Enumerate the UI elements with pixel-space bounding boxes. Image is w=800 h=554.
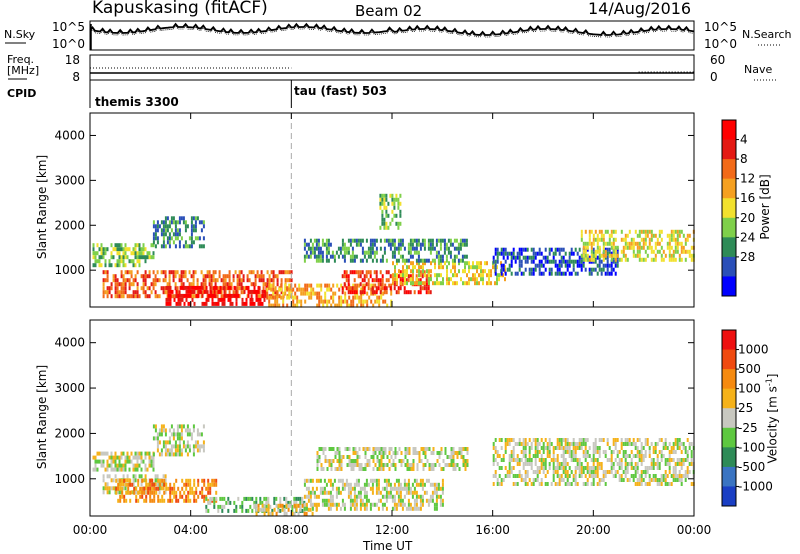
velocity-colorbar-seg-8 (722, 486, 736, 507)
velocity-colorbar-seg-7 (722, 466, 736, 487)
freq-label: Freq. [MHz] (7, 54, 39, 76)
freq-tick-1: 8 (72, 70, 80, 84)
power-colorbar-seg-0 (722, 120, 736, 141)
velocity-colorbar-label-5: -100 (738, 440, 765, 454)
power-colorbar-label-2: 12 (740, 172, 755, 186)
power-colorbar-label-5: 24 (740, 230, 755, 244)
power-colorbar-label-3: 16 (740, 191, 755, 205)
velocity-echo-region-3 (115, 478, 218, 503)
nave-label: Nave (744, 63, 773, 76)
velocity-colorbar-seg-6 (722, 447, 736, 468)
velocity-panel-bg (90, 320, 694, 516)
power-echo-region-10 (379, 193, 402, 230)
power-colorbar-label-0: 4 (740, 133, 748, 147)
noise-sky-trace (89, 22, 695, 36)
power-colorbar-seg-6 (722, 237, 736, 258)
station-title: Kapuskasing (fitACF) (92, 0, 268, 18)
velocity-colorbar-label-7: -1000 (738, 479, 773, 493)
power-colorbar-seg-1 (722, 139, 736, 160)
power-echo-region-0 (92, 243, 155, 268)
power-ytick-label-2: 3000 (54, 173, 85, 187)
velocity-colorbar-label-2: 100 (738, 382, 761, 396)
cpid-label: CPID (7, 87, 37, 100)
freq-label-line1: Freq. (7, 53, 35, 66)
freq-label-line2: [MHz] (7, 64, 40, 77)
xtick-label-2: 08:00 (274, 523, 309, 537)
noise-tick-right-1: 10^0 (704, 37, 737, 51)
velocity-echo-region-1 (152, 424, 205, 457)
noise-tick-left-0: 10^5 (52, 20, 85, 34)
xtick-label-1: 04:00 (173, 523, 208, 537)
xtick-label-3: 12:00 (375, 523, 410, 537)
power-echo-region-3 (165, 285, 268, 306)
nave-tick-0: 60 (710, 53, 725, 67)
cpid-program-1: tau (fast) 503 (294, 84, 387, 98)
power-colorbar-seg-7 (722, 256, 736, 277)
xtick-label-5: 20:00 (576, 523, 611, 537)
velocity-colorbar-seg-1 (722, 349, 736, 370)
power-colorbar-label-6: 28 (740, 250, 755, 264)
power-echo-region-6 (392, 261, 506, 286)
xtick-label-6: 00:00 (677, 523, 712, 537)
velocity-colorbar-label-3: 25 (738, 401, 753, 415)
velocity-echo-region-7 (316, 447, 469, 471)
power-colorbar-label-1: 8 (740, 152, 748, 166)
nsky-label: N.Sky (4, 28, 36, 41)
power-colorbar-seg-3 (722, 178, 736, 199)
velocity-colorbar-seg-5 (722, 427, 736, 448)
freq-tick-0: 18 (65, 53, 80, 67)
velocity-ytick-label-0: 1000 (54, 472, 85, 486)
power-ytick-label-1: 2000 (54, 218, 85, 232)
power-ytick-label-3: 4000 (54, 128, 85, 142)
x-axis-label: Time UT (363, 539, 413, 553)
power-colorbar-label-4: 20 (740, 211, 755, 225)
velocity-colorbar-seg-0 (722, 330, 736, 351)
power-echo-region-1 (152, 216, 205, 249)
velocity-colorbar-label-1: 500 (738, 362, 761, 376)
power-colorbar-seg-8 (722, 276, 736, 297)
power-ytick-label-0: 1000 (54, 263, 85, 277)
noise-panel-frame (89, 20, 695, 51)
xtick-label-4: 16:00 (475, 523, 510, 537)
velocity-ytick-label-1: 2000 (54, 426, 85, 440)
xtick-label-0: 00:00 (73, 523, 108, 537)
velocity-colorbar-label-4: -25 (738, 421, 758, 435)
power-echo-region-7 (303, 238, 468, 263)
power-colorbar-seg-5 (722, 217, 736, 238)
velocity-colorbar-seg-2 (722, 369, 736, 390)
velocity-ytick-label-2: 3000 (54, 381, 85, 395)
cpid-program-0: themis 3300 (95, 95, 179, 109)
velocity-colorbar-label-6: -500 (738, 460, 765, 474)
noise-tick-left-1: 10^0 (52, 37, 85, 51)
nsearch-label: N.Search (742, 28, 792, 41)
velocity-colorbar-seg-4 (722, 408, 736, 429)
velocity-colorbar-seg-3 (722, 388, 736, 409)
noise-tick-right-0: 10^5 (704, 20, 737, 34)
date-title: 14/Aug/2016 (588, 0, 692, 18)
velocity-ytick-label-3: 4000 (54, 336, 85, 350)
velocity-colorbar-label-0: 1000 (738, 343, 769, 357)
velocity-echo-region-0 (92, 451, 155, 472)
power-colorbar-seg-4 (722, 198, 736, 219)
power-colorbar-seg-2 (722, 159, 736, 180)
power-echo-region-5 (341, 270, 432, 295)
velocity-colorbar-frame (721, 329, 737, 507)
beam-title: Beam 02 (355, 2, 423, 20)
nave-tick-1: 0 (710, 70, 718, 84)
velocity-echo-region-6 (303, 478, 444, 511)
power-colorbar-frame (721, 119, 737, 297)
velocity-echo-region-8 (492, 438, 695, 486)
